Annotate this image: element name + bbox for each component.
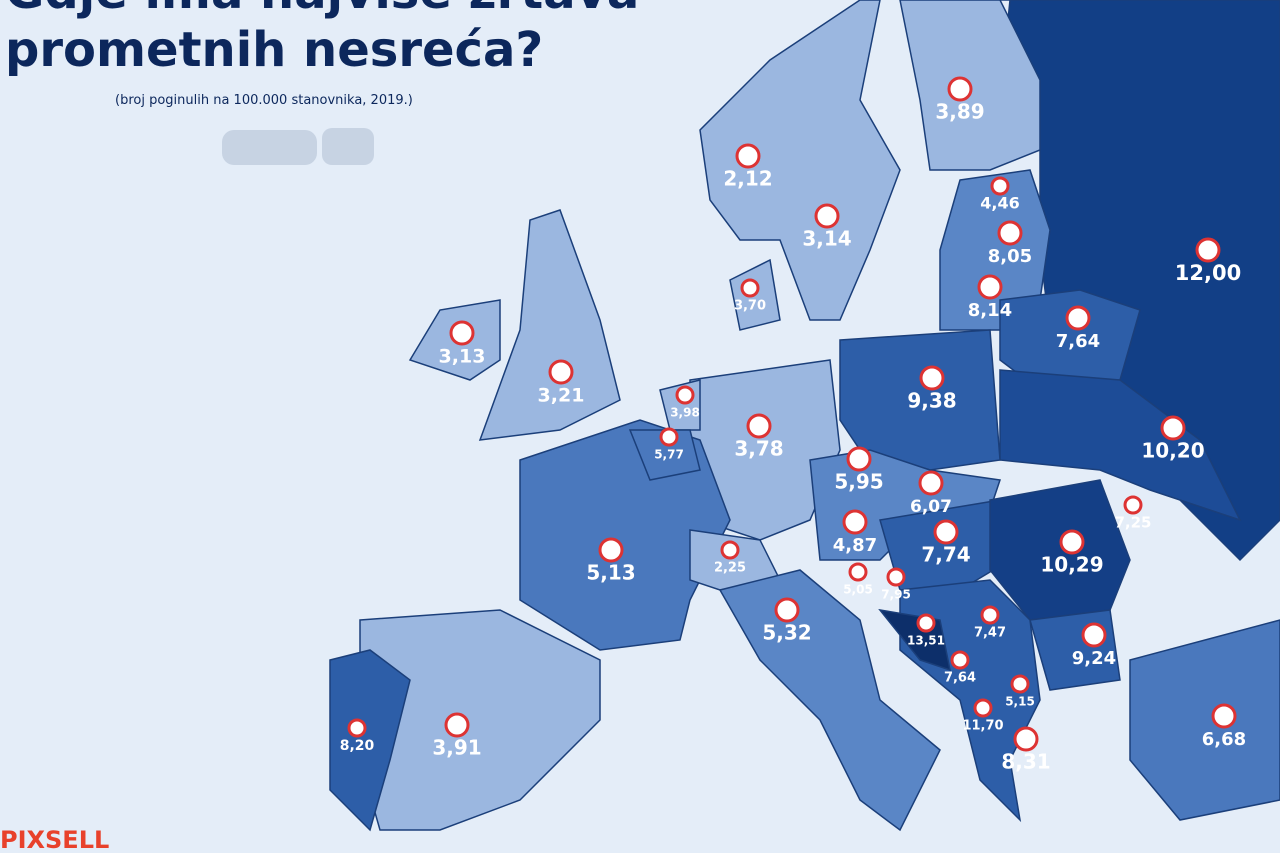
flag — [347, 718, 367, 738]
value-label: 6,68 — [1202, 729, 1246, 750]
uk — [478, 209, 621, 441]
flag — [846, 446, 872, 472]
flag — [990, 176, 1010, 196]
value-label: 3,78 — [734, 437, 783, 461]
value-label: 3,89 — [935, 100, 984, 124]
flag — [919, 365, 945, 391]
flag — [449, 320, 475, 346]
flag — [814, 203, 840, 229]
value-label: 4,46 — [980, 194, 1019, 213]
flag — [598, 537, 624, 563]
value-label: 7,64 — [944, 671, 976, 686]
flag — [918, 470, 944, 496]
flag — [740, 278, 760, 298]
value-label: 12,00 — [1175, 261, 1241, 285]
romania — [989, 479, 1131, 621]
flag — [973, 698, 993, 718]
value-label: 5,05 — [843, 583, 873, 597]
flag — [1160, 415, 1186, 441]
value-label: 3,70 — [734, 299, 766, 314]
value-label: 7,95 — [881, 588, 911, 602]
value-label: 2,25 — [714, 561, 746, 576]
flag — [1195, 237, 1221, 263]
flag — [735, 143, 761, 169]
value-label: 8,31 — [1001, 750, 1050, 774]
value-label: 3,13 — [439, 346, 486, 368]
value-label: 3,21 — [538, 385, 585, 407]
value-label: 9,24 — [1072, 648, 1116, 669]
value-label: 5,95 — [834, 470, 883, 494]
turkey — [1129, 619, 1280, 821]
value-label: 7,25 — [1114, 514, 1151, 532]
flag — [1211, 703, 1237, 729]
value-label: 7,47 — [974, 626, 1006, 641]
portugal — [329, 649, 411, 832]
flag — [997, 220, 1023, 246]
flag — [746, 413, 772, 439]
countries — [329, 0, 1280, 832]
title: Gdje ima najviše žrtava — [5, 0, 639, 20]
flag — [848, 562, 868, 582]
value-label: 5,32 — [762, 621, 811, 645]
value-label: 5,15 — [1005, 695, 1035, 709]
subtitle: (broj poginulih na 100.000 stanovnika, 2… — [115, 93, 413, 108]
flag — [1013, 726, 1039, 752]
value-label: 6,07 — [910, 497, 952, 517]
flag — [548, 359, 574, 385]
value-label: 3,98 — [670, 406, 700, 420]
value-label: 8,20 — [340, 738, 375, 754]
flag — [886, 567, 906, 587]
car — [222, 130, 317, 165]
value-label: 10,29 — [1040, 553, 1103, 577]
flag — [977, 274, 1003, 300]
italy — [718, 569, 941, 832]
flag — [774, 597, 800, 623]
flag — [1065, 305, 1091, 331]
value-label: 7,64 — [1056, 331, 1100, 352]
value-label: 3,91 — [432, 736, 481, 760]
flag — [980, 605, 1000, 625]
car-icon — [222, 128, 374, 165]
flag — [1059, 529, 1085, 555]
value-label: 10,20 — [1141, 439, 1204, 463]
flag — [947, 76, 973, 102]
flag — [1081, 622, 1107, 648]
value-label: 13,51 — [907, 634, 945, 648]
title: prometnih nesreća? — [5, 22, 543, 78]
value-label: 11,70 — [962, 719, 1003, 734]
flag — [444, 712, 470, 738]
flag — [720, 540, 740, 560]
france — [519, 419, 731, 651]
flag — [950, 650, 970, 670]
value-label: 4,87 — [833, 535, 877, 556]
scandinavia — [699, 0, 901, 321]
value-label: 9,38 — [907, 389, 956, 413]
flag — [659, 427, 679, 447]
value-label: 5,77 — [654, 448, 684, 462]
value-label: 5,13 — [586, 561, 635, 585]
labels: 3,89 2,12 3,14 4,46 8,05 12,00 8,14 7,64 3,70 3,1… — [340, 76, 1246, 774]
flag — [1123, 495, 1143, 515]
value-label: 8,14 — [968, 300, 1012, 321]
logo: PIXSELL — [0, 826, 109, 853]
car — [322, 128, 374, 165]
value-label: 8,05 — [988, 246, 1032, 267]
value-label: 2,12 — [723, 167, 772, 191]
value-label: 7,74 — [921, 543, 970, 567]
ukraine — [999, 369, 1242, 522]
flag — [1010, 674, 1030, 694]
flag — [842, 509, 868, 535]
flag — [916, 613, 936, 633]
flag — [933, 519, 959, 545]
value-label: 3,14 — [802, 227, 851, 251]
flag — [675, 385, 695, 405]
